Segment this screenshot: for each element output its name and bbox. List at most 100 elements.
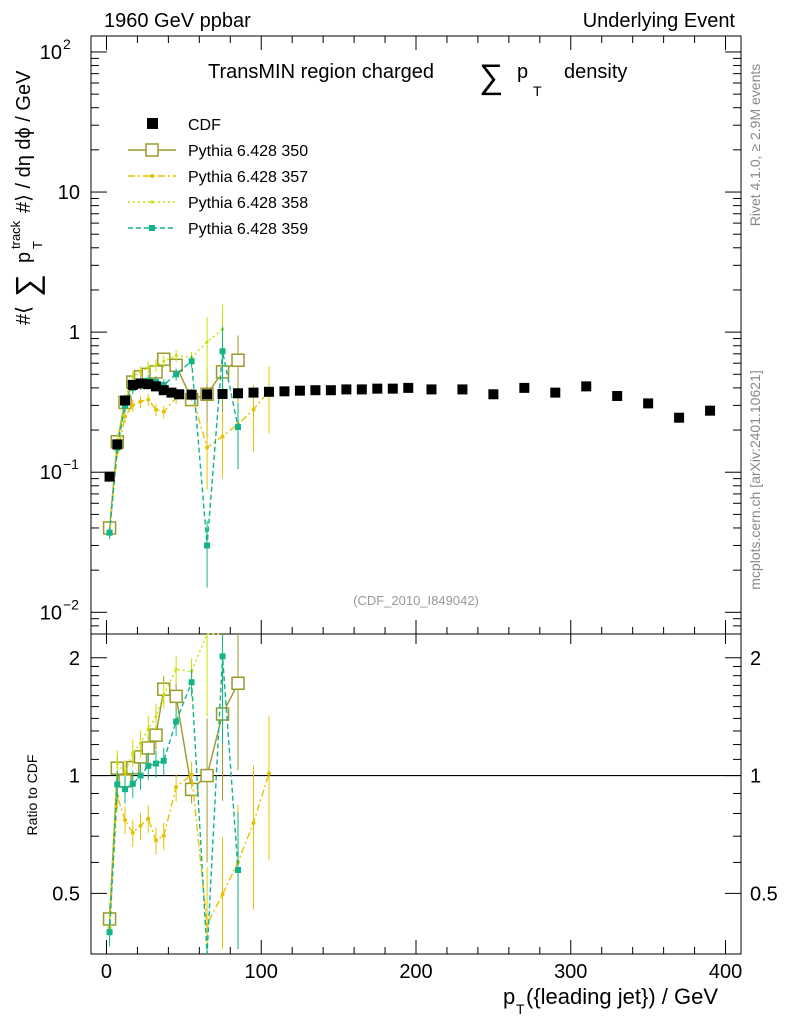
ratio-marker xyxy=(169,689,183,704)
cdf-data-point xyxy=(279,386,290,397)
ratio-marker xyxy=(188,679,195,686)
series-marker xyxy=(173,371,180,378)
y-tick-label: 1 xyxy=(69,322,80,344)
ratio-marker xyxy=(219,653,226,660)
series-marker xyxy=(123,414,128,419)
ratio-tick-label: 0.5 xyxy=(52,883,80,905)
cdf-data-point xyxy=(186,389,197,400)
series-marker xyxy=(204,542,211,549)
ratio-tick-label-right: 0.5 xyxy=(750,883,778,905)
ratio-marker xyxy=(137,772,144,779)
cdf-data-point xyxy=(705,405,716,416)
legend-marker xyxy=(150,200,154,204)
cdf-data-point xyxy=(202,389,213,400)
ratio-y-axis-label: Ratio to CDF xyxy=(24,755,40,836)
cdf-data-point xyxy=(372,383,383,394)
series-marker xyxy=(160,381,167,388)
ratio-marker xyxy=(130,830,135,835)
x-tick-label: 100 xyxy=(245,961,278,983)
series-1 xyxy=(107,366,271,538)
ratio-marker xyxy=(131,751,135,755)
ratio-tick-label: 1 xyxy=(69,766,80,788)
x-tick-label: 300 xyxy=(554,961,587,983)
mcplots-credit-label: mcplots.cern.ch [arXiv:2401.10621] xyxy=(747,370,763,589)
legend-marker xyxy=(145,143,159,157)
ratio-marker xyxy=(145,762,152,769)
ratio-line xyxy=(108,633,223,928)
cdf-data-point xyxy=(674,412,685,423)
cdf-data-point xyxy=(643,398,654,409)
ratio-marker xyxy=(160,757,167,764)
series-marker xyxy=(130,403,135,408)
series-marker xyxy=(154,363,158,367)
y-tick-label: 10 xyxy=(40,462,62,484)
ratio-marker xyxy=(154,838,158,843)
ylabel-p-symbol: p xyxy=(13,252,35,263)
ratio-marker xyxy=(174,785,179,790)
ratio-marker xyxy=(149,728,163,742)
series-marker xyxy=(154,407,158,412)
cdf-data-point xyxy=(112,439,123,450)
legend-label: CDF xyxy=(188,117,221,134)
cdf-data-point xyxy=(263,386,274,397)
legend-cdf-marker xyxy=(147,118,158,129)
ylabel-suffix: #⟩ / dη dϕ / GeV xyxy=(13,70,35,213)
title-text-suffix: density xyxy=(564,61,627,83)
x-tick-label: 400 xyxy=(709,961,742,983)
ratio-tick-label-right: 1 xyxy=(750,766,761,788)
cdf-data-point xyxy=(387,383,398,394)
y-tick-label: 10 xyxy=(40,602,62,624)
ratio-marker xyxy=(235,866,242,873)
ratio-series xyxy=(102,633,271,955)
cdf-data-point xyxy=(325,385,336,396)
series-marker xyxy=(162,359,166,363)
ratio-tick-label-right: 2 xyxy=(750,648,761,670)
series-marker xyxy=(131,375,135,379)
legend-marker xyxy=(150,174,154,178)
title-sum-symbol: ∑ xyxy=(479,58,503,96)
cdf-data-point xyxy=(127,379,138,390)
cdf-data-point xyxy=(612,391,623,402)
cdf-data-point xyxy=(151,381,161,392)
xlabel-p-symbol: p xyxy=(503,984,515,1009)
ratio-marker xyxy=(139,741,143,745)
cdf-data-point xyxy=(403,382,414,393)
ratio-marker xyxy=(122,786,129,793)
plot-title: TransMIN region charged ∑ p T density xyxy=(208,58,627,99)
legend-label: Pythia 6.428 359 xyxy=(188,221,308,238)
x-tick-label: 0 xyxy=(101,961,112,983)
cdf-data-point xyxy=(426,384,437,395)
cdf-data-point xyxy=(581,381,592,392)
cdf-data-point xyxy=(104,471,115,482)
ratio-marker xyxy=(115,761,119,765)
series-marker xyxy=(205,340,209,344)
mc-series xyxy=(102,304,271,588)
xlabel-t-subscript: T xyxy=(516,1001,525,1017)
ratio-marker xyxy=(141,741,156,755)
header-process-label: Underlying Event xyxy=(583,10,736,32)
legend-label: Pythia 6.428 357 xyxy=(188,169,308,186)
y-tick-label: 10 xyxy=(58,182,80,204)
ratio-marker xyxy=(200,768,214,783)
series-marker xyxy=(205,445,210,450)
cdf-data-points xyxy=(104,378,716,482)
series-marker xyxy=(251,407,256,412)
ratio-marker xyxy=(123,771,127,775)
cdf-data-point xyxy=(488,389,499,400)
cdf-data-point xyxy=(233,388,244,399)
ratio-marker xyxy=(154,715,158,719)
series-marker xyxy=(235,424,242,431)
title-text-prefix: TransMIN region charged xyxy=(208,61,434,83)
title-t-subscript: T xyxy=(533,83,542,99)
series-marker xyxy=(146,365,150,369)
ratio-marker xyxy=(251,820,256,825)
cdf-data-point xyxy=(457,384,468,395)
x-tick-label: 200 xyxy=(399,961,432,983)
ratio-marker xyxy=(161,833,166,838)
y-tick-label: 10 xyxy=(40,42,62,64)
ratio-marker xyxy=(220,892,225,897)
series-marker xyxy=(161,409,166,414)
ratio-marker xyxy=(174,667,178,671)
